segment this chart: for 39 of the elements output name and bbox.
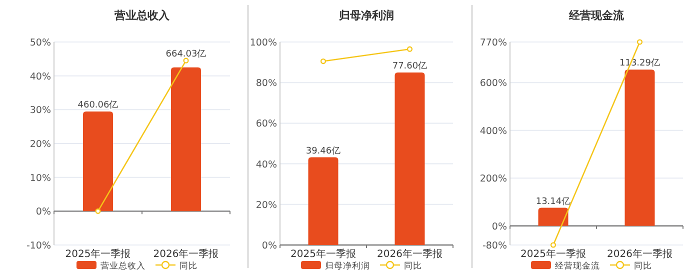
- y-tick-label: 40%: [256, 159, 277, 170]
- chart-title: 归母净利润: [338, 9, 394, 22]
- y-tick-label: 30%: [30, 105, 51, 116]
- y-tick-label: 0%: [36, 206, 51, 218]
- chart-title: 营业总收入: [114, 9, 170, 22]
- y-tick-label: 20%: [30, 139, 51, 150]
- data-label: 13.14亿: [536, 196, 571, 207]
- legend-label: 营业总收入: [100, 260, 146, 272]
- y-tick-label: 20%: [256, 200, 277, 211]
- chart-title: 经营现金流: [568, 9, 625, 22]
- y-tick-label: 10%: [30, 172, 51, 184]
- y-tick-label: 60%: [256, 118, 277, 130]
- data-label: 77.60亿: [392, 60, 428, 72]
- legend-label: 同比: [634, 260, 652, 272]
- y-tick-label: 0%: [262, 240, 277, 252]
- x-tick-label: 2025年一季报: [65, 248, 131, 260]
- y-tick-label: 100%: [250, 38, 277, 48]
- data-label: 39.46亿: [306, 145, 341, 156]
- legend-label: 经营现金流: [555, 260, 600, 272]
- y-tick-label: 0%: [492, 221, 507, 232]
- legend-label: 同比: [404, 260, 422, 272]
- y-tick-label: -80%: [482, 240, 507, 252]
- x-tick-label: 2025年一季报: [290, 248, 356, 260]
- x-tick-label: 2026年一季报: [377, 248, 442, 260]
- x-tick-label: 2025年一季报: [520, 248, 586, 260]
- y-tick-label: 770%: [480, 38, 507, 48]
- data-label: 664.03亿: [166, 48, 206, 60]
- y-tick-label: 40%: [30, 71, 51, 82]
- y-tick-label: -10%: [26, 240, 51, 252]
- y-tick-label: 600%: [480, 78, 507, 90]
- legend-label: 归母净利润: [325, 260, 370, 272]
- x-tick-label: 2026年一季报: [607, 248, 672, 260]
- y-tick-label: 80%: [256, 78, 277, 90]
- data-label: 460.06亿: [78, 100, 118, 111]
- legend-label: 同比: [180, 260, 198, 272]
- y-tick-label: 50%: [30, 38, 51, 48]
- y-tick-label: 400%: [480, 126, 507, 137]
- y-tick-label: 200%: [480, 174, 507, 185]
- x-tick-label: 2026年一季报: [153, 248, 219, 260]
